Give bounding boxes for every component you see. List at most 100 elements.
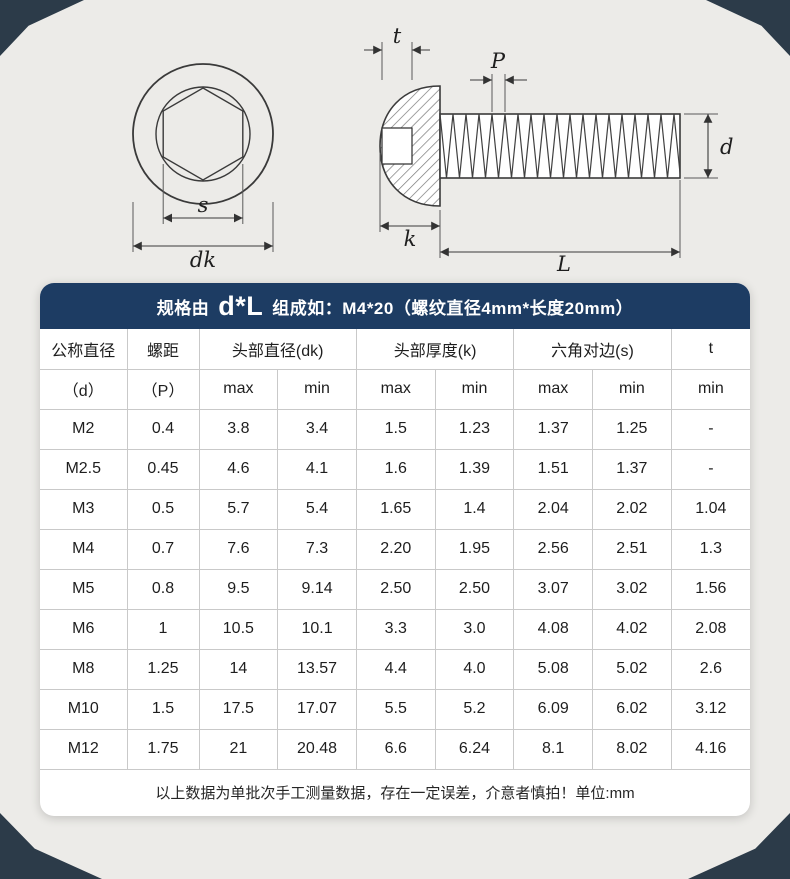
corner-decoration-top-left bbox=[0, 0, 84, 56]
table-cell: 3.0 bbox=[434, 608, 515, 650]
hex-socket bbox=[162, 87, 244, 181]
subheader-s-min: min bbox=[592, 368, 672, 410]
screw-shank-threads bbox=[440, 114, 680, 178]
subheader-dk-max: max bbox=[198, 368, 279, 410]
banner-prefix: 规格由 bbox=[156, 298, 210, 318]
spec-banner: 规格由 d*L 组成如：M4*20（螺纹直径4mm*长度20mm） bbox=[40, 283, 750, 329]
table-cell: 0.4 bbox=[126, 408, 200, 450]
table-cell: - bbox=[670, 448, 750, 490]
table-cell: M2.5 bbox=[40, 448, 128, 490]
table-cell: 10.1 bbox=[277, 608, 357, 650]
table-cell: 3.07 bbox=[513, 568, 594, 610]
subheader-dk-min: min bbox=[277, 368, 357, 410]
table-row: M12 1.75 21 20.48 6.6 6.24 8.1 8.02 4.16 bbox=[40, 728, 750, 770]
table-cell: 3.3 bbox=[355, 608, 436, 650]
table-cell: 6.02 bbox=[592, 688, 672, 730]
table-cell: 2.08 bbox=[670, 608, 750, 650]
table-cell: 8.1 bbox=[513, 728, 594, 770]
table-cell: 1.51 bbox=[513, 448, 594, 490]
table-cell: 17.5 bbox=[198, 688, 279, 730]
table-cell: 1.25 bbox=[126, 648, 200, 690]
table-cell: 2.51 bbox=[592, 528, 672, 570]
table-cell: 14 bbox=[198, 648, 279, 690]
table-cell: 4.16 bbox=[670, 728, 750, 770]
table-cell: 5.4 bbox=[277, 488, 357, 530]
spec-card: 规格由 d*L 组成如：M4*20（螺纹直径4mm*长度20mm） 公称直径 螺… bbox=[40, 283, 750, 816]
table-cell: 7.3 bbox=[277, 528, 357, 570]
table-cell: 4.08 bbox=[513, 608, 594, 650]
subheader-d: （d） bbox=[40, 368, 128, 410]
header-row-groups: 公称直径 螺距 头部直径(dk) 头部厚度(k) 六角对边(s) t bbox=[40, 329, 750, 370]
banner-formula: d*L bbox=[218, 290, 264, 321]
table-cell: 2.50 bbox=[434, 568, 515, 610]
table-cell: 5.2 bbox=[434, 688, 515, 730]
table-cell: 1 bbox=[126, 608, 200, 650]
subheader-p: （P） bbox=[126, 368, 200, 410]
head-outline-circle bbox=[132, 63, 274, 205]
l-dim-label: L bbox=[556, 252, 571, 273]
table-cell: 2.6 bbox=[670, 648, 750, 690]
table-cell: 2.04 bbox=[513, 488, 594, 530]
table-cell: - bbox=[670, 408, 750, 450]
subheader-s-max: max bbox=[513, 368, 594, 410]
table-cell: 1.5 bbox=[355, 408, 436, 450]
d-dim-label: d bbox=[720, 135, 733, 159]
table-cell: 5.08 bbox=[513, 648, 594, 690]
table-cell: 1.56 bbox=[670, 568, 750, 610]
front-view-drawing: s dk bbox=[132, 63, 274, 270]
table-cell: 1.75 bbox=[126, 728, 200, 770]
table-cell: M12 bbox=[40, 728, 128, 770]
table-cell: 21 bbox=[198, 728, 279, 770]
table-cell: 2.20 bbox=[355, 528, 436, 570]
col-header-pitch: 螺距 bbox=[126, 329, 200, 370]
table-cell: 1.95 bbox=[434, 528, 515, 570]
table-row: M10 1.5 17.5 17.07 5.5 5.2 6.09 6.02 3.12 bbox=[40, 688, 750, 730]
table-cell: 1.6 bbox=[355, 448, 436, 490]
table-cell: 6.6 bbox=[355, 728, 436, 770]
table-cell: M5 bbox=[40, 568, 128, 610]
table-cell: 1.25 bbox=[592, 408, 672, 450]
k-dim-label: k bbox=[404, 227, 417, 251]
subheader-k-max: max bbox=[355, 368, 436, 410]
table-cell: 3.12 bbox=[670, 688, 750, 730]
table-cell: 0.7 bbox=[126, 528, 200, 570]
disclaimer-note: 以上数据为单批次手工测量数据，存在一定误差，介意者慎拍！单位:mm bbox=[155, 785, 635, 802]
subheader-t-min: min bbox=[670, 368, 750, 410]
table-cell: 20.48 bbox=[277, 728, 357, 770]
table-cell: 9.14 bbox=[277, 568, 357, 610]
table-row: M4 0.7 7.6 7.3 2.20 1.95 2.56 2.51 1.3 bbox=[40, 528, 750, 570]
table-cell: 6.24 bbox=[434, 728, 515, 770]
table-cell: 7.6 bbox=[198, 528, 279, 570]
table-row: M2.5 0.45 4.6 4.1 1.6 1.39 1.51 1.37- bbox=[40, 448, 750, 490]
table-cell: 1.39 bbox=[434, 448, 515, 490]
table-cell: 5.7 bbox=[198, 488, 279, 530]
table-cell: 2.02 bbox=[592, 488, 672, 530]
table-cell: M2 bbox=[40, 408, 128, 450]
subheader-k-min: min bbox=[434, 368, 515, 410]
table-cell: 4.4 bbox=[355, 648, 436, 690]
table-cell: 1.04 bbox=[670, 488, 750, 530]
table-row: M6 1 10.5 10.1 3.3 3.0 4.08 4.02 2.08 bbox=[40, 608, 750, 650]
table-cell: 4.02 bbox=[592, 608, 672, 650]
table-cell: M4 bbox=[40, 528, 128, 570]
table-cell: 4.6 bbox=[198, 448, 279, 490]
table-cell: 1.5 bbox=[126, 688, 200, 730]
table-cell: 1.4 bbox=[434, 488, 515, 530]
col-header-head-diameter: 头部直径(dk) bbox=[198, 329, 357, 370]
table-cell: 13.57 bbox=[277, 648, 357, 690]
t-dim-label: t bbox=[393, 28, 402, 48]
table-cell: 2.56 bbox=[513, 528, 594, 570]
p-dim-label: P bbox=[490, 49, 506, 73]
s-dim-label: s bbox=[198, 193, 209, 217]
table-cell: 0.8 bbox=[126, 568, 200, 610]
table-cell: 1.37 bbox=[592, 448, 672, 490]
table-cell: 4.0 bbox=[434, 648, 515, 690]
table-row: M5 0.8 9.5 9.14 2.50 2.50 3.07 3.02 1.56 bbox=[40, 568, 750, 610]
col-header-t: t bbox=[670, 329, 750, 370]
table-cell: 3.4 bbox=[277, 408, 357, 450]
side-view-drawing: t P d k L bbox=[364, 28, 733, 273]
table-cell: 6.09 bbox=[513, 688, 594, 730]
table-cell: M8 bbox=[40, 648, 128, 690]
table-cell: M6 bbox=[40, 608, 128, 650]
spec-table: 公称直径 螺距 头部直径(dk) 头部厚度(k) 六角对边(s) t （d） （… bbox=[40, 329, 750, 770]
